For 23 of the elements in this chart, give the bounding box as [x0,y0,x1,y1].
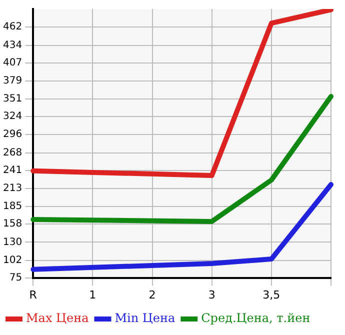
y-tick-label: 462 [2,22,22,33]
y-tick-label: 268 [2,147,22,158]
legend-label: Min Цена [114,311,176,326]
y-tick-label: 185 [2,201,22,212]
y-tick-label: 351 [2,94,22,105]
y-tick-label: 379 [2,75,22,86]
y-tick-label: 407 [2,57,22,68]
y-tick-label: 130 [2,236,22,248]
y-tick-label: 158 [2,218,22,230]
x-tick-label: 3,5 [262,288,280,302]
x-tick-label: 1 [89,288,96,302]
y-tick-label: 434 [2,40,22,51]
y-tick-label: 324 [2,111,22,122]
y-tick-label: 296 [2,129,22,140]
y-tick-label: 213 [2,183,22,194]
legend-label: Сред.Цена, т.йен [201,311,310,326]
legend-label: Max Цена [26,311,89,326]
x-tick-label: 3 [208,288,216,302]
x-tick-label: R [29,288,38,302]
x-tick-label: 2 [148,288,156,302]
y-tick-label: 241 [2,164,22,176]
y-tick-label: 75 [9,272,22,284]
y-tick-label: 102 [2,254,22,266]
